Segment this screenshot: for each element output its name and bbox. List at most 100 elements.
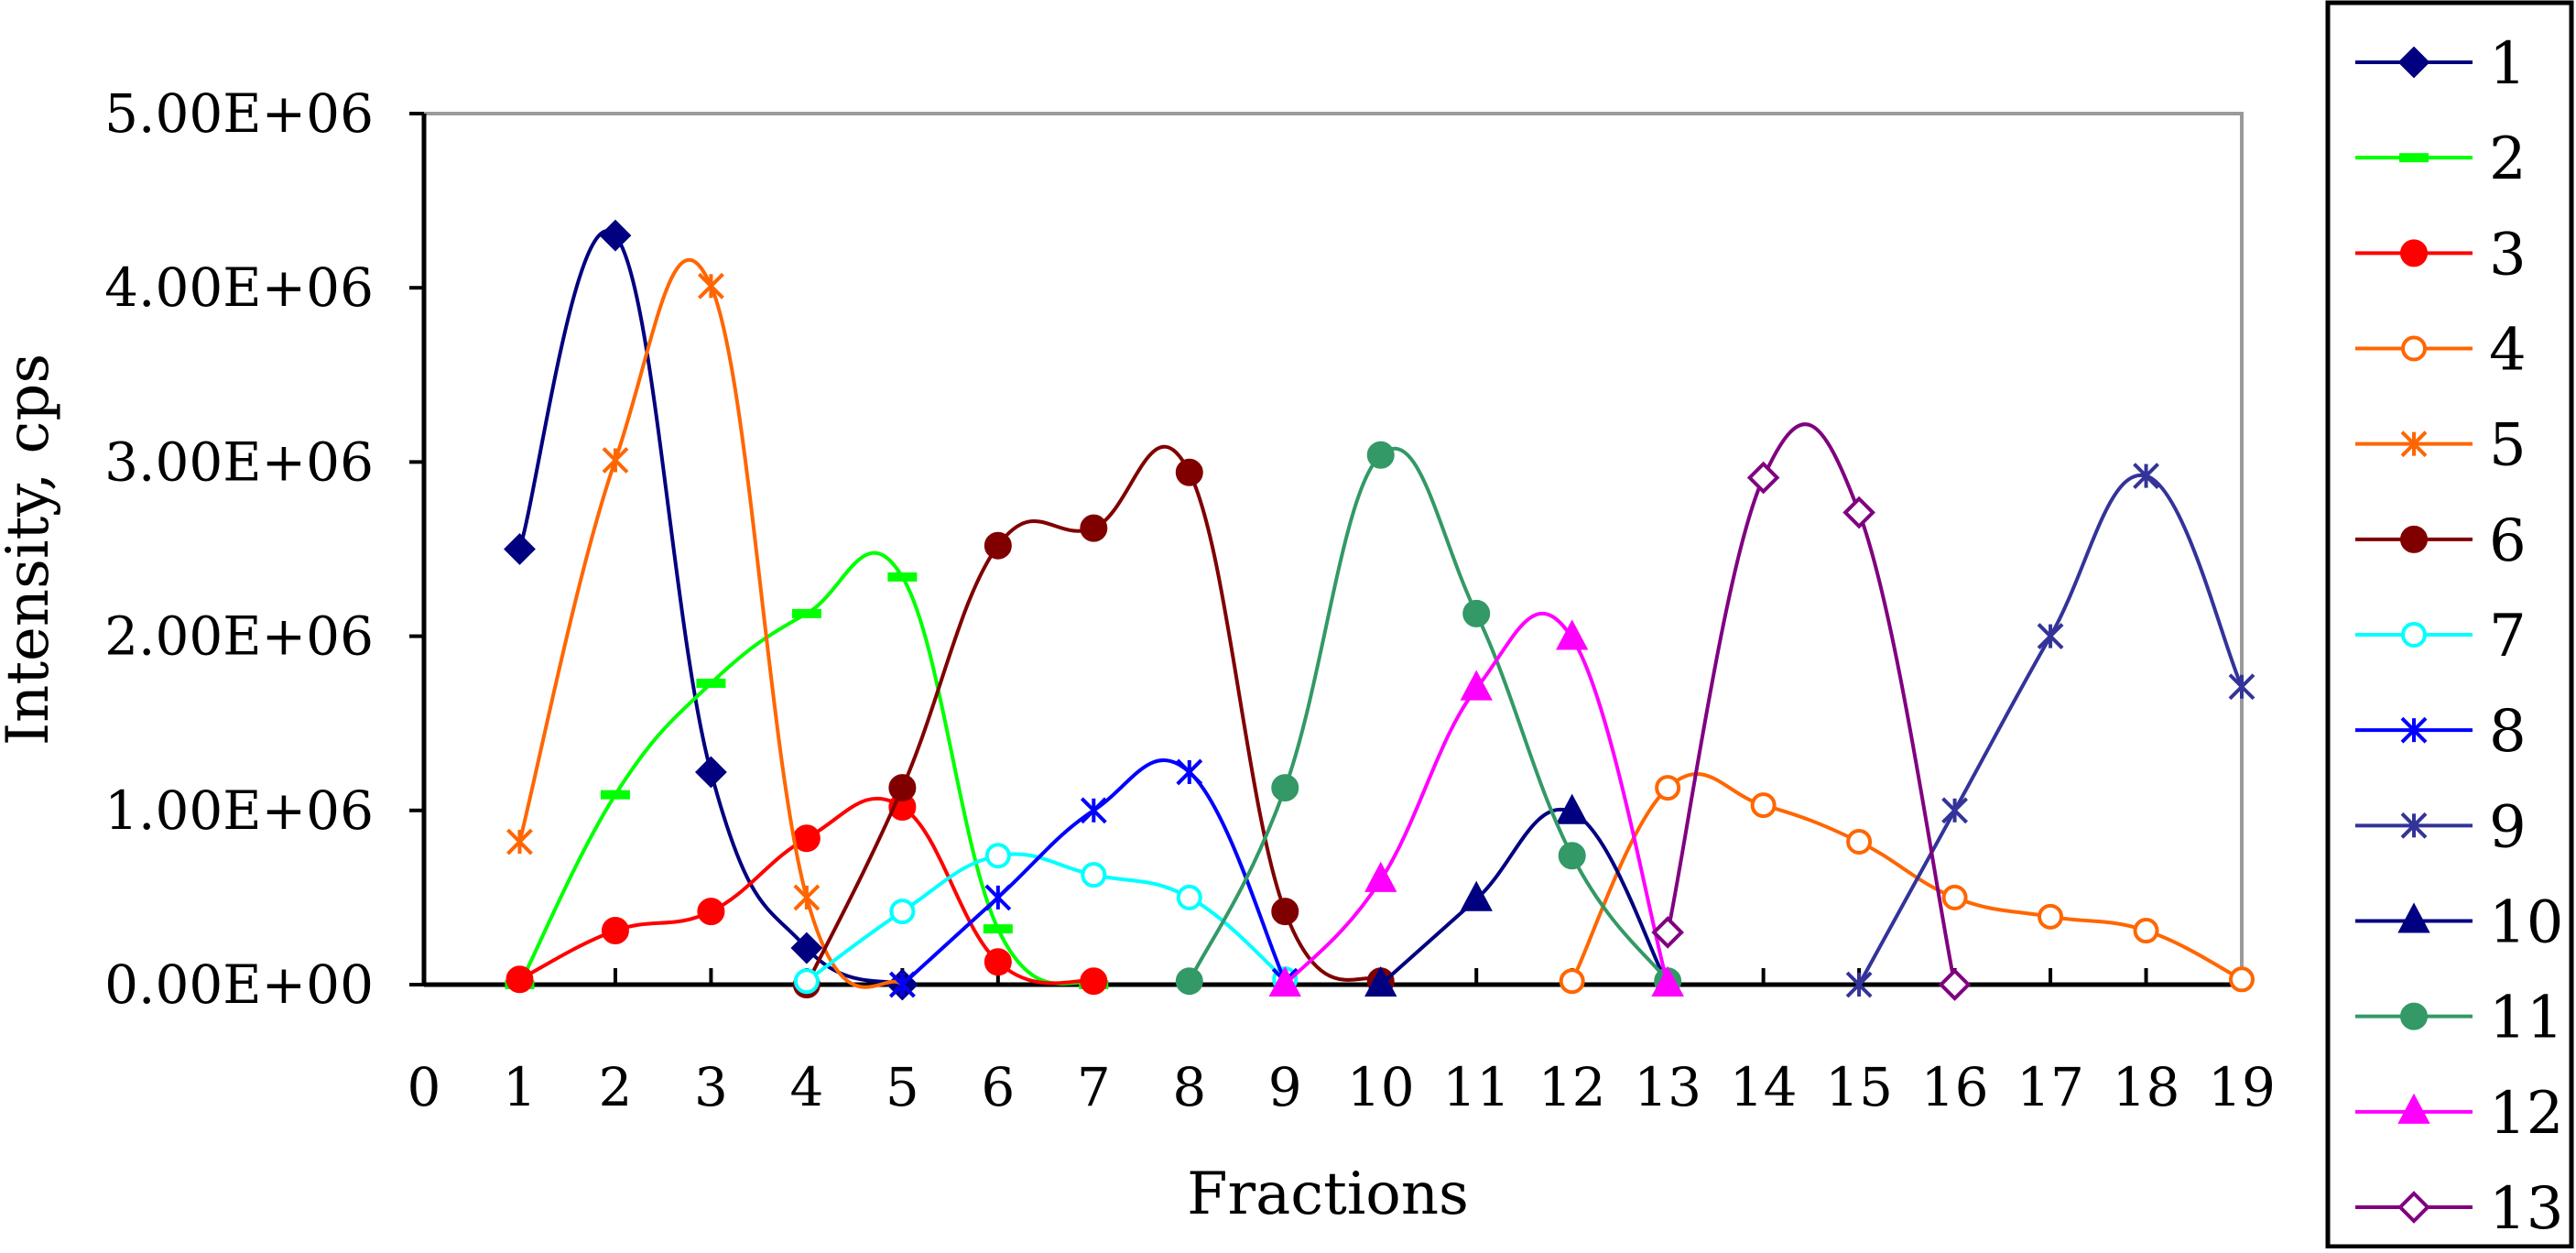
legend-entry-9: 9 xyxy=(2355,793,2527,861)
y-axis-title: Intensity, cps xyxy=(0,354,62,746)
x-axis-title: Fractions xyxy=(1187,1160,1469,1228)
x-tick-label: 17 xyxy=(2016,1056,2084,1118)
legend-swatch-marker xyxy=(2401,335,2427,362)
legend-label: 6 xyxy=(2489,507,2527,575)
legend-label: 8 xyxy=(2489,698,2527,766)
legend-swatch-marker xyxy=(2397,1191,2430,1224)
series-4-point xyxy=(2038,903,2064,930)
series-3-point xyxy=(505,965,534,994)
legend-swatch-marker xyxy=(2400,239,2428,267)
series-4-point xyxy=(2133,918,2159,944)
legend-label: 13 xyxy=(2489,1175,2563,1243)
series-13-point xyxy=(1651,916,1684,949)
legend-swatch-marker xyxy=(2401,622,2427,648)
series-2-point xyxy=(696,678,726,688)
x-tick-label: 14 xyxy=(1730,1056,1798,1118)
legend-swatch-marker xyxy=(2400,525,2428,553)
series-5-point xyxy=(793,884,821,911)
legend-entry-12: 12 xyxy=(2355,1080,2563,1148)
x-tick-label: 10 xyxy=(1347,1056,1415,1118)
series-6-point xyxy=(1080,514,1108,542)
legend-swatch-marker xyxy=(2397,902,2430,933)
x-tick-label: 1 xyxy=(503,1056,537,1118)
series-10-point xyxy=(1556,793,1589,824)
series-12-point xyxy=(1651,965,1684,997)
legend-swatch-marker xyxy=(2399,153,2429,163)
x-tick-label: 13 xyxy=(1634,1056,1701,1118)
series-9-point xyxy=(1845,971,1873,998)
legend-swatch-marker xyxy=(2400,430,2428,458)
legend-entry-5: 5 xyxy=(2355,412,2527,480)
legend-swatch-marker xyxy=(2400,1002,2428,1030)
series-7 xyxy=(793,843,1299,995)
legend-entry-3: 3 xyxy=(2355,221,2527,289)
legend-entry-4: 4 xyxy=(2355,317,2527,385)
x-tick-label: 3 xyxy=(694,1056,728,1118)
x-tick-label: 6 xyxy=(981,1056,1015,1118)
series-10-point xyxy=(1460,880,1493,911)
series-12-point xyxy=(1460,670,1493,701)
series-13-point xyxy=(1746,461,1780,495)
series-1-point xyxy=(790,932,823,964)
legend-label: 10 xyxy=(2489,889,2563,957)
y-tick-label: 4.00E+06 xyxy=(104,256,374,319)
legend-entry-13: 13 xyxy=(2355,1175,2563,1243)
series-7-point xyxy=(1176,884,1202,910)
series-4-point xyxy=(1559,968,1585,995)
legend-entry-11: 11 xyxy=(2355,985,2563,1052)
legend-swatch-marker xyxy=(2400,812,2428,839)
x-tick-label: 0 xyxy=(408,1056,441,1118)
series-13-point xyxy=(1842,496,1875,529)
legend-entry-8: 8 xyxy=(2355,698,2527,766)
series-12-point xyxy=(1364,861,1397,892)
series-4-point xyxy=(1846,829,1873,855)
series-layer xyxy=(504,219,2255,1001)
series-10-point xyxy=(1364,965,1397,997)
series-11-point xyxy=(1366,441,1395,469)
x-tick-label: 4 xyxy=(789,1056,823,1118)
legend-entry-1: 1 xyxy=(2355,30,2527,98)
series-12-point xyxy=(1556,619,1589,650)
series-7-point xyxy=(793,968,820,995)
series-7-line xyxy=(805,852,1287,983)
x-tick-label: 7 xyxy=(1077,1056,1111,1118)
series-1-point xyxy=(599,219,632,252)
legend-entry-10: 10 xyxy=(2355,889,2563,957)
legend-label: 11 xyxy=(2489,985,2563,1052)
legend-entry-6: 6 xyxy=(2355,507,2527,575)
series-8-point xyxy=(984,884,1012,911)
x-tick-label: 16 xyxy=(1921,1056,1989,1118)
series-8-point xyxy=(1176,758,1203,786)
series-3-point xyxy=(601,917,629,945)
x-tick-label: 2 xyxy=(598,1056,632,1118)
series-9-line xyxy=(1857,473,2244,986)
series-5-line xyxy=(517,257,904,989)
series-4-point xyxy=(1941,884,1968,910)
series-9-point xyxy=(2133,463,2159,490)
series-11-point xyxy=(1558,842,1586,870)
series-8-line xyxy=(901,758,1288,986)
legend-swatch-marker xyxy=(2397,1093,2430,1124)
series-4-point xyxy=(1750,792,1777,819)
series-13-line xyxy=(1666,422,1957,986)
series-8-point xyxy=(1080,797,1107,824)
x-tick-label: 8 xyxy=(1172,1056,1206,1118)
legend-entry-7: 7 xyxy=(2355,603,2527,670)
series-7-point xyxy=(984,843,1011,869)
series-4-point xyxy=(1655,775,1681,801)
series-3-point xyxy=(697,898,725,926)
x-tick-label: 9 xyxy=(1268,1056,1302,1118)
y-tick-label: 5.00E+06 xyxy=(104,82,374,145)
series-4-point xyxy=(2229,966,2255,993)
y-tick-label: 0.00E+00 xyxy=(104,953,374,1016)
series-6 xyxy=(792,444,1395,998)
series-1-point xyxy=(504,533,536,565)
series-6-point xyxy=(1175,458,1203,486)
x-tick-label: 15 xyxy=(1825,1056,1893,1118)
series-7-point xyxy=(889,899,916,925)
series-9-point xyxy=(1941,797,1968,824)
series-12-point xyxy=(1268,965,1301,997)
